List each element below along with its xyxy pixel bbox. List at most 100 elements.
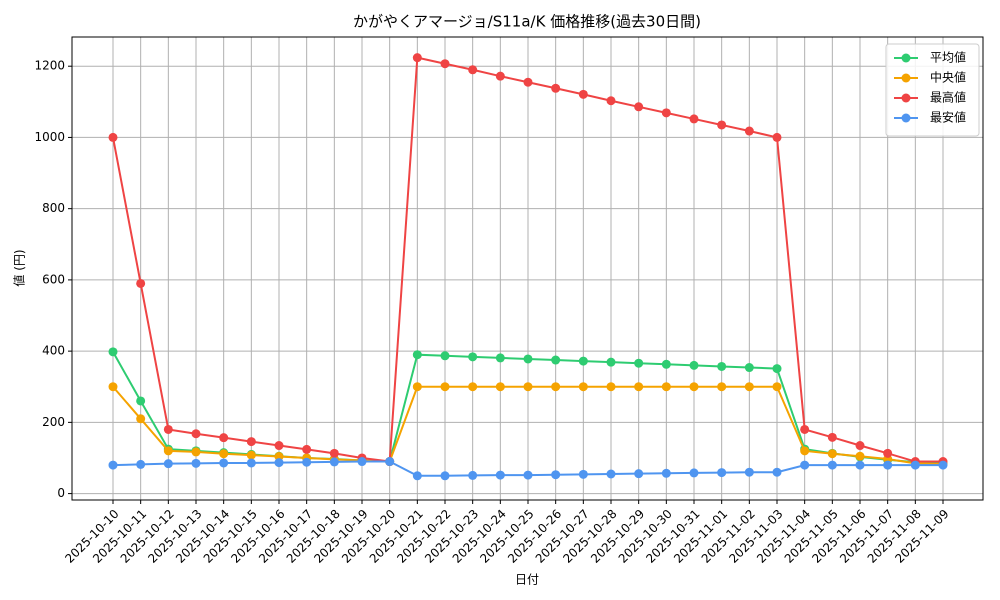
data-point	[578, 89, 588, 99]
data-point	[163, 459, 173, 469]
data-point	[274, 441, 284, 451]
data-point	[246, 450, 256, 460]
data-point	[800, 446, 810, 456]
data-point	[412, 350, 422, 360]
data-point	[191, 429, 201, 439]
data-point	[717, 382, 727, 392]
data-point	[827, 449, 837, 459]
data-point	[634, 358, 644, 368]
data-point	[855, 460, 865, 470]
data-point	[412, 53, 422, 63]
data-point	[938, 460, 948, 470]
data-point	[495, 353, 505, 363]
data-point	[634, 102, 644, 112]
legend-label: 最高値	[930, 90, 966, 105]
legend-marker	[901, 73, 911, 83]
data-point	[108, 382, 118, 392]
data-point	[219, 449, 229, 459]
data-point	[883, 448, 893, 458]
data-point	[551, 355, 561, 365]
legend-label: 最安値	[930, 110, 966, 125]
data-point	[634, 469, 644, 479]
data-point	[689, 382, 699, 392]
data-point	[772, 467, 782, 477]
legend-marker	[901, 113, 911, 123]
data-point	[412, 471, 422, 481]
data-point	[827, 460, 837, 470]
data-point	[468, 65, 478, 75]
data-point	[440, 351, 450, 361]
data-point	[661, 468, 671, 478]
data-point	[800, 424, 810, 434]
data-point	[744, 467, 754, 477]
data-point	[163, 424, 173, 434]
data-point	[523, 354, 533, 364]
data-point	[302, 457, 312, 467]
data-point	[440, 382, 450, 392]
chart-title: かがやくアマージョ/S11a/K 価格推移(過去30日間)	[353, 13, 701, 31]
data-point	[578, 469, 588, 479]
data-point	[717, 468, 727, 478]
y-axis-label: 値 (円)	[12, 249, 27, 286]
y-tick-label: 1200	[34, 59, 65, 73]
data-point	[717, 120, 727, 130]
y-tick-label: 0	[57, 486, 65, 500]
data-point	[772, 132, 782, 142]
plot-frame	[71, 36, 984, 501]
data-point	[495, 382, 505, 392]
data-point	[578, 382, 588, 392]
legend-marker	[901, 53, 911, 63]
data-point	[246, 437, 256, 447]
data-point	[163, 446, 173, 456]
y-tick-label: 200	[42, 415, 65, 429]
data-point	[772, 364, 782, 374]
data-point	[689, 468, 699, 478]
data-point	[523, 382, 533, 392]
legend-label: 平均値	[930, 50, 966, 65]
data-point	[855, 441, 865, 451]
data-point	[136, 278, 146, 288]
legend-marker	[901, 93, 911, 103]
data-point	[744, 363, 754, 373]
data-point	[274, 458, 284, 468]
data-point	[551, 470, 561, 480]
data-point	[440, 471, 450, 481]
data-point	[827, 432, 837, 442]
data-point	[108, 132, 118, 142]
data-point	[357, 457, 367, 467]
data-point	[385, 457, 395, 467]
data-point	[219, 433, 229, 443]
data-point	[523, 77, 533, 87]
data-point	[744, 382, 754, 392]
data-point	[883, 460, 893, 470]
data-point	[551, 382, 561, 392]
data-point	[606, 96, 616, 106]
data-point	[412, 382, 422, 392]
legend-box	[885, 43, 980, 137]
data-point	[246, 458, 256, 468]
x-axis-label: 日付	[515, 573, 539, 587]
data-point	[329, 457, 339, 467]
legend-label: 中央値	[930, 70, 966, 85]
data-point	[855, 451, 865, 461]
data-point	[661, 382, 671, 392]
y-tick-label: 1000	[34, 130, 65, 144]
data-point	[468, 382, 478, 392]
data-point	[606, 357, 616, 367]
data-point	[440, 59, 450, 69]
data-point	[744, 126, 754, 136]
data-point	[302, 444, 312, 454]
data-point	[329, 448, 339, 458]
data-point	[551, 83, 561, 93]
data-point	[468, 470, 478, 480]
data-point	[523, 470, 533, 480]
data-point	[108, 347, 118, 357]
data-point	[108, 460, 118, 470]
data-point	[689, 360, 699, 370]
data-point	[661, 108, 671, 118]
data-point	[634, 382, 644, 392]
data-point	[717, 361, 727, 371]
data-point	[219, 458, 229, 468]
